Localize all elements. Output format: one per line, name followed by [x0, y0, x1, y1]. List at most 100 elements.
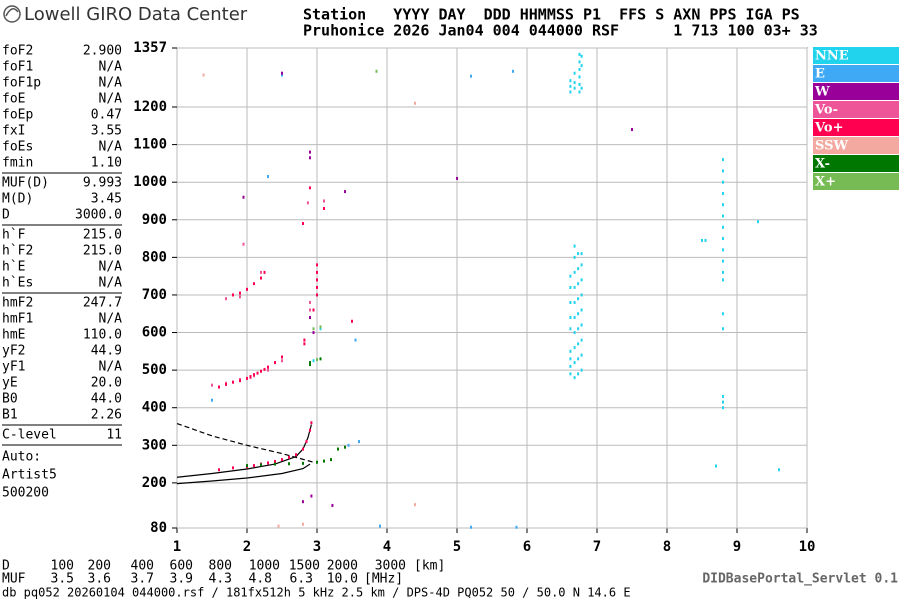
distance: 400	[131, 559, 154, 574]
echo-point	[573, 255, 576, 259]
auto-info: Artist5	[2, 468, 57, 483]
echo-point	[470, 74, 472, 78]
param-value: 20.0	[91, 376, 122, 391]
param-name: M(D)	[2, 192, 33, 207]
legend-label: Vo-	[814, 103, 838, 118]
echo-point	[302, 447, 304, 451]
echo-point	[573, 331, 576, 335]
y-tick-label: 80	[150, 520, 167, 536]
legend-swatch	[813, 119, 899, 136]
echo-point	[701, 238, 703, 242]
echo-point	[631, 128, 633, 132]
echo-point	[580, 368, 583, 372]
echo-point	[274, 361, 276, 365]
y-tick-label: 500	[142, 362, 167, 378]
echo-point	[354, 338, 357, 342]
echo-point	[316, 293, 318, 297]
param-name: h`E	[2, 260, 25, 275]
echo-point	[309, 300, 311, 304]
y-tick-label: 800	[142, 249, 167, 265]
echo-point	[344, 445, 346, 449]
y-tick-label: 1200	[133, 99, 167, 115]
echo-point	[267, 461, 269, 465]
trace-line	[176, 422, 314, 463]
echo-point	[573, 300, 576, 304]
echo-point	[316, 278, 318, 282]
param-value: 9.993	[83, 176, 122, 191]
echo-point	[577, 252, 580, 256]
param-name: B0	[2, 392, 18, 407]
logo	[3, 5, 21, 23]
param-name: D	[2, 208, 10, 223]
echo-point	[580, 278, 583, 282]
trace-line	[176, 463, 311, 485]
x-tick-label: 6	[523, 539, 531, 555]
echo-point	[260, 276, 262, 280]
param-value: 0.47	[91, 108, 122, 123]
echo-point	[347, 443, 350, 447]
legend-label: Vo+	[814, 121, 843, 136]
echo-point	[312, 359, 315, 363]
echo-point	[578, 90, 581, 94]
echo-point	[580, 293, 583, 297]
plot-frame	[176, 47, 808, 529]
param-value: 3.45	[91, 192, 122, 207]
echo-point	[288, 462, 290, 466]
echo-point	[722, 312, 724, 316]
echo-point	[573, 71, 576, 75]
auto-info: 500200	[2, 486, 49, 501]
param-value: 215.0	[83, 244, 122, 259]
echo-point	[232, 380, 234, 384]
echo-point	[309, 150, 311, 154]
param-value: N/A	[99, 60, 123, 75]
echo-point	[573, 361, 576, 365]
header-line: Station YYYY DAY DDD HHMMSS P1 FFS S AXN…	[303, 6, 800, 24]
param-name: foE	[2, 92, 25, 107]
echo-point	[319, 327, 322, 331]
echo-point	[722, 169, 724, 173]
x-tick-label: 5	[453, 539, 461, 555]
echo-point	[242, 195, 245, 199]
file-info: db pq052 20260104 044000.rsf / 181fx512h…	[2, 586, 631, 600]
echo-point	[715, 464, 717, 468]
echo-point	[344, 190, 346, 194]
echo-point	[319, 325, 322, 329]
echo-point	[722, 191, 724, 195]
echo-point	[225, 297, 227, 301]
distance: 600	[170, 559, 193, 574]
echo-point	[414, 503, 416, 507]
muf-value: 4.8	[249, 572, 272, 587]
echo-point	[246, 376, 248, 380]
param-name: hmF2	[2, 296, 33, 311]
legend-label: NNE	[815, 49, 849, 64]
echo-point	[253, 373, 255, 377]
muf-value: 3.6	[88, 572, 111, 587]
distance: 200	[88, 559, 111, 574]
echo-point	[351, 319, 353, 323]
echo-point	[323, 459, 325, 463]
echo-point	[281, 71, 283, 75]
echo-point	[256, 371, 259, 375]
echo-point	[319, 357, 322, 361]
param-value: 11	[106, 428, 122, 443]
echo-point	[305, 440, 308, 444]
y-tick-label: 400	[142, 400, 167, 416]
param-name: foEs	[2, 140, 33, 155]
param-value: N/A	[99, 76, 123, 91]
echo-point	[253, 282, 255, 286]
param-name: B1	[2, 408, 18, 423]
echo-point	[414, 101, 416, 105]
muf-value: 3.9	[170, 572, 193, 587]
x-tick-label: 7	[593, 539, 601, 555]
echo-point	[722, 394, 724, 398]
param-value: N/A	[99, 92, 123, 107]
x-tick-label: 3	[313, 539, 321, 555]
echo-point	[580, 54, 583, 58]
echo-point	[267, 175, 269, 179]
x-tick-label: 10	[799, 539, 816, 555]
echo-point	[569, 300, 572, 304]
echo-point	[358, 440, 360, 444]
echo-point	[569, 285, 572, 289]
echo-point	[757, 220, 759, 224]
muf-value: 3.5	[51, 572, 74, 587]
